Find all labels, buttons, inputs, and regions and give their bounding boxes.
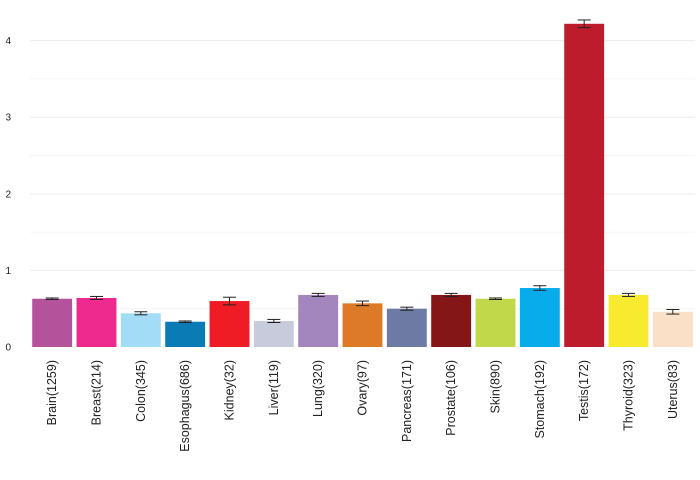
bar (608, 294, 649, 347)
x-tick-label: Breast(214) (90, 360, 104, 425)
bar (652, 311, 693, 347)
x-tick-label: Liver(119) (267, 360, 281, 415)
y-axis-ticks: 0 1 2 3 4 (5, 36, 11, 353)
y-tick-label: 0 (5, 343, 11, 354)
error-bar (577, 19, 591, 29)
bar (32, 298, 73, 347)
bar (165, 321, 206, 347)
error-bar (134, 311, 148, 316)
error-bar (90, 295, 103, 301)
error-bar (356, 300, 369, 307)
error-bar (533, 285, 547, 291)
bar (298, 294, 339, 347)
bar (342, 303, 383, 347)
y-tick-label: 3 (5, 113, 11, 124)
error-bar (444, 292, 458, 297)
bar (253, 320, 294, 347)
bar (431, 294, 472, 347)
x-tick-label: Esophagus(686) (178, 360, 192, 452)
x-tick-label: Stomach(192) (533, 360, 547, 439)
x-tick-label: Ovary(97) (356, 360, 370, 416)
bars (32, 23, 693, 347)
error-bar (45, 297, 59, 301)
x-tick-label: Uterus(83) (666, 360, 680, 419)
x-tick-label: Colon(345) (134, 360, 148, 422)
bar (519, 288, 560, 347)
x-tick-label: Lung(320) (311, 360, 325, 417)
bar (475, 298, 516, 347)
x-tick-label: Skin(890) (489, 360, 503, 414)
x-axis-labels: Brain(1259) Breast(214) Colon(345) Esophagu… (45, 360, 680, 452)
bar (120, 313, 161, 347)
bar (564, 23, 605, 347)
y-tick-label: 4 (5, 36, 11, 47)
error-bar (267, 318, 281, 323)
x-tick-label: Prostate(106) (444, 360, 458, 436)
x-tick-label: Kidney(32) (223, 360, 237, 420)
bar (386, 308, 427, 347)
y-tick-label: 2 (5, 189, 11, 200)
x-tick-label: Thyroid(323) (622, 360, 636, 431)
x-tick-label: Testis(172) (577, 360, 591, 421)
bar (76, 297, 117, 347)
grid-lines (30, 40, 695, 310)
error-bar (223, 296, 236, 306)
error-bar (622, 292, 635, 297)
x-tick-label: Brain(1259) (45, 360, 59, 425)
y-tick-label: 1 (5, 266, 11, 277)
error-bar (311, 292, 325, 297)
error-bar (666, 308, 680, 315)
error-bar (489, 297, 502, 301)
error-bar (400, 306, 414, 311)
bar (209, 301, 250, 347)
error-bar (178, 320, 192, 323)
error-bars (45, 19, 680, 323)
x-tick-label: Pancreas(171) (400, 360, 414, 442)
